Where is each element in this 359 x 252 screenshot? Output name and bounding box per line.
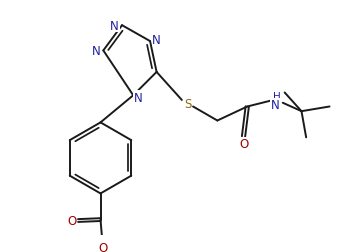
Text: O: O (67, 214, 76, 227)
Text: N: N (271, 99, 280, 112)
Text: S: S (184, 98, 191, 111)
Text: O: O (99, 241, 108, 252)
Text: H: H (273, 92, 281, 102)
Text: N: N (92, 45, 100, 58)
Text: N: N (110, 20, 119, 33)
Text: N: N (134, 91, 142, 104)
Text: N: N (152, 34, 161, 47)
Text: O: O (239, 138, 248, 151)
